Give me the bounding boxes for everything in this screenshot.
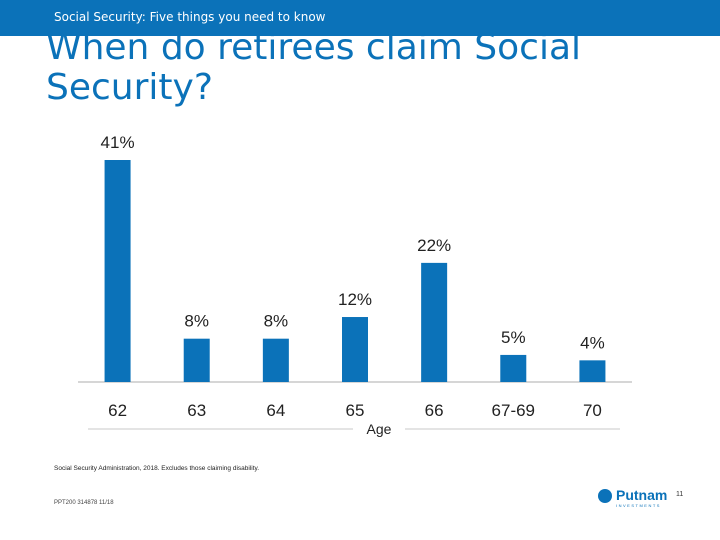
logo-name: Putnam — [616, 487, 668, 503]
tick-label-63: 63 — [187, 401, 206, 420]
section-label: Social Security: Five things you need to… — [54, 10, 326, 24]
bar-70 — [579, 360, 606, 382]
tick-label-66: 66 — [425, 401, 444, 420]
x-axis-title: Age — [367, 421, 392, 437]
document-code: PPT200 314878 11/18 — [54, 500, 114, 506]
bar-63 — [183, 338, 210, 382]
bar-67-69 — [500, 354, 527, 382]
tick-label-70: 70 — [583, 401, 602, 420]
data-label-63: 8% — [184, 312, 209, 331]
bar-64 — [262, 338, 289, 382]
header-bar: Social Security: Five things you need to… — [0, 0, 720, 36]
tick-label-67-69: 67-69 — [492, 401, 535, 420]
page-number: 11 — [676, 491, 684, 498]
data-label-70: 4% — [580, 333, 605, 352]
data-label-62: 41% — [101, 133, 135, 152]
source-note: Social Security Administration, 2018. Ex… — [54, 465, 260, 472]
data-label-67-69: 5% — [501, 328, 526, 347]
putnam-logo: Putnam INVESTMENTS — [598, 487, 670, 509]
bar-62 — [104, 160, 131, 382]
slide-title: When do retirees claim Social Security? — [46, 27, 582, 108]
data-label-65: 12% — [338, 290, 372, 309]
logo-subtitle: INVESTMENTS — [616, 503, 661, 508]
tick-label-64: 64 — [266, 401, 285, 420]
putnam-logo-icon — [598, 489, 612, 503]
data-label-64: 8% — [264, 312, 289, 331]
bar-65 — [342, 317, 368, 382]
bar-chart: 41% 62 8% 63 8% 64 12% 65 22% 66 5% 67-69 4% 70 Age — [78, 133, 632, 437]
data-label-66: 22% — [417, 236, 451, 255]
bar-66 — [421, 262, 448, 382]
tick-label-62: 62 — [108, 401, 127, 420]
tick-label-65: 65 — [346, 401, 365, 420]
